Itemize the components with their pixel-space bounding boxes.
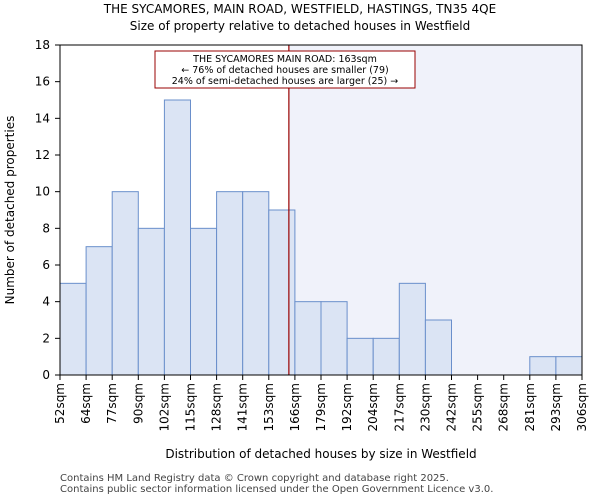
y-axis-title: Number of detached properties [3, 116, 17, 305]
histogram-bar [372, 337, 400, 376]
histogram-bar [398, 282, 426, 376]
annotation-line: ← 76% of detached houses are smaller (79… [181, 65, 388, 76]
footer-copyright: Contains HM Land Registry data © Crown c… [60, 473, 449, 484]
y-tick-label: 4 [42, 295, 50, 309]
chart-subtitle: Size of property relative to detached ho… [129, 19, 471, 33]
histogram-bar [320, 301, 348, 376]
y-tick-label: 14 [35, 111, 50, 125]
y-tick-label: 12 [35, 148, 50, 162]
x-tick-label: 115sqm [184, 383, 198, 431]
annotation-line: THE SYCAMORES MAIN ROAD: 163sqm [192, 54, 377, 65]
histogram-bar [268, 209, 296, 376]
x-tick-label: 52sqm [53, 383, 67, 424]
y-tick-label: 2 [42, 331, 50, 345]
y-tick-label: 18 [35, 38, 50, 52]
x-tick-label: 192sqm [340, 383, 354, 431]
annotation-line: 24% of semi-detached houses are larger (… [172, 76, 399, 87]
y-tick-label: 16 [35, 75, 50, 89]
histogram-bar [137, 227, 165, 376]
x-tick-label: 242sqm [445, 383, 459, 431]
x-tick-label: 268sqm [497, 383, 511, 431]
x-tick-label: 281sqm [523, 383, 537, 431]
x-tick-label: 77sqm [105, 383, 119, 424]
histogram-chart: 0 2 4 6 8 10 12 14 16 18 52sqm 64sqm 77sqm 90sqm 102sq… [3, 38, 589, 461]
x-tick-label: 255sqm [471, 383, 485, 431]
histogram-bar [242, 191, 270, 376]
annotation-box [154, 50, 416, 89]
x-tick-label: 217sqm [392, 383, 406, 431]
histogram-bar [59, 282, 87, 376]
x-tick-label: 166sqm [288, 383, 302, 431]
histogram-bar [529, 356, 557, 376]
y-tick-label: 10 [35, 185, 50, 199]
x-tick-label: 64sqm [79, 383, 93, 424]
x-tick-label: 306sqm [575, 383, 589, 431]
histogram-bar [111, 191, 139, 376]
histogram-bar [346, 337, 374, 376]
x-tick-label: 204sqm [366, 383, 380, 431]
histogram-bar [294, 301, 322, 376]
x-tick-label: 128sqm [210, 383, 224, 431]
x-tick-label: 90sqm [131, 383, 145, 424]
chart-title: THE SYCAMORES, MAIN ROAD, WESTFIELD, HAS… [103, 2, 497, 16]
y-tick-label: 6 [42, 258, 50, 272]
x-tick-label: 141sqm [236, 383, 250, 431]
histogram-bar [216, 191, 244, 376]
histogram-bar [424, 319, 452, 376]
y-tick-label: 0 [42, 368, 50, 382]
x-tick-label: 102sqm [157, 383, 171, 431]
footer-licence: Contains public sector information licen… [60, 484, 494, 495]
y-tick-label: 8 [42, 221, 50, 235]
histogram-bar [555, 356, 583, 376]
x-tick-label: 230sqm [418, 383, 432, 431]
histogram-bar [85, 246, 113, 376]
x-axis-title: Distribution of detached houses by size … [165, 447, 476, 461]
x-tick-label: 153sqm [262, 383, 276, 431]
x-tick-label: 293sqm [549, 383, 563, 431]
x-tick-label: 179sqm [314, 383, 328, 431]
histogram-bar [190, 227, 218, 376]
histogram-bar [163, 99, 191, 376]
